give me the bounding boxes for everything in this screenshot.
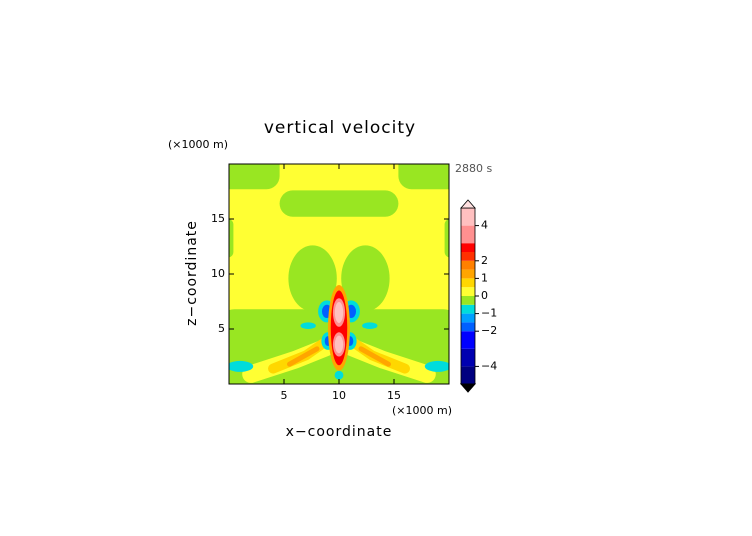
colorbar-segment xyxy=(461,366,475,384)
colorbar-tick-label: −2 xyxy=(481,324,497,337)
colorbar-tick-label: 0 xyxy=(481,289,488,302)
colorbar-tick-label: −4 xyxy=(481,359,497,372)
x-axis-label: x−coordinate xyxy=(286,424,393,440)
contour-region xyxy=(444,219,449,258)
contour-region xyxy=(398,164,449,190)
colorbar-segment xyxy=(461,287,475,296)
y-axis-label: z−coordinate xyxy=(184,220,200,326)
colorbar-segment xyxy=(461,225,475,244)
contour-region xyxy=(279,190,399,217)
contour-region xyxy=(229,164,280,190)
colorbar-segment xyxy=(461,269,475,279)
colorbar-segment xyxy=(461,348,475,367)
contour-region xyxy=(341,245,390,312)
y-tick-label: 15 xyxy=(211,212,225,225)
colorbar-segment xyxy=(461,331,475,349)
colorbar-tick-label: −1 xyxy=(481,307,497,320)
y-tick-label: 10 xyxy=(211,267,225,280)
colorbar-segment xyxy=(461,313,475,323)
contour-region xyxy=(424,360,449,372)
colorbar-extend-bottom xyxy=(459,383,477,393)
colorbar-segment xyxy=(461,304,475,314)
colorbar-extend-top xyxy=(460,199,476,209)
contour-region xyxy=(229,219,234,258)
contour-region xyxy=(287,346,320,367)
x-tick-label: 5 xyxy=(281,389,288,402)
colorbar-segment xyxy=(461,252,475,261)
contour-region xyxy=(229,360,254,372)
contour-region xyxy=(288,245,337,312)
x-tick-label: 15 xyxy=(387,389,401,402)
y-tick-label: 5 xyxy=(218,322,225,335)
colorbar-segment xyxy=(461,322,475,332)
contour-region xyxy=(334,302,344,323)
contour-region xyxy=(358,346,391,367)
y-unit: (×1000 m) xyxy=(168,138,228,151)
colorbar-tick-label: 4 xyxy=(481,219,488,232)
contour-region xyxy=(334,335,344,354)
x-unit: (×1000 m) xyxy=(392,404,452,417)
contour-region xyxy=(300,322,316,330)
x-tick-label: 10 xyxy=(332,389,346,402)
contour-field xyxy=(229,164,449,384)
chart-title: vertical velocity xyxy=(264,118,416,138)
colorbar-segment xyxy=(461,278,475,288)
colorbar-tick-label: 1 xyxy=(481,271,488,284)
time-label: 2880 s xyxy=(455,162,492,175)
colorbar-segment xyxy=(461,243,475,252)
contour-region xyxy=(362,322,378,330)
colorbar-segment xyxy=(461,296,475,305)
contour-region xyxy=(334,370,344,380)
colorbar-segment xyxy=(461,208,475,226)
colorbar-tick-label: 2 xyxy=(481,254,488,267)
colorbar-segment xyxy=(461,260,475,270)
